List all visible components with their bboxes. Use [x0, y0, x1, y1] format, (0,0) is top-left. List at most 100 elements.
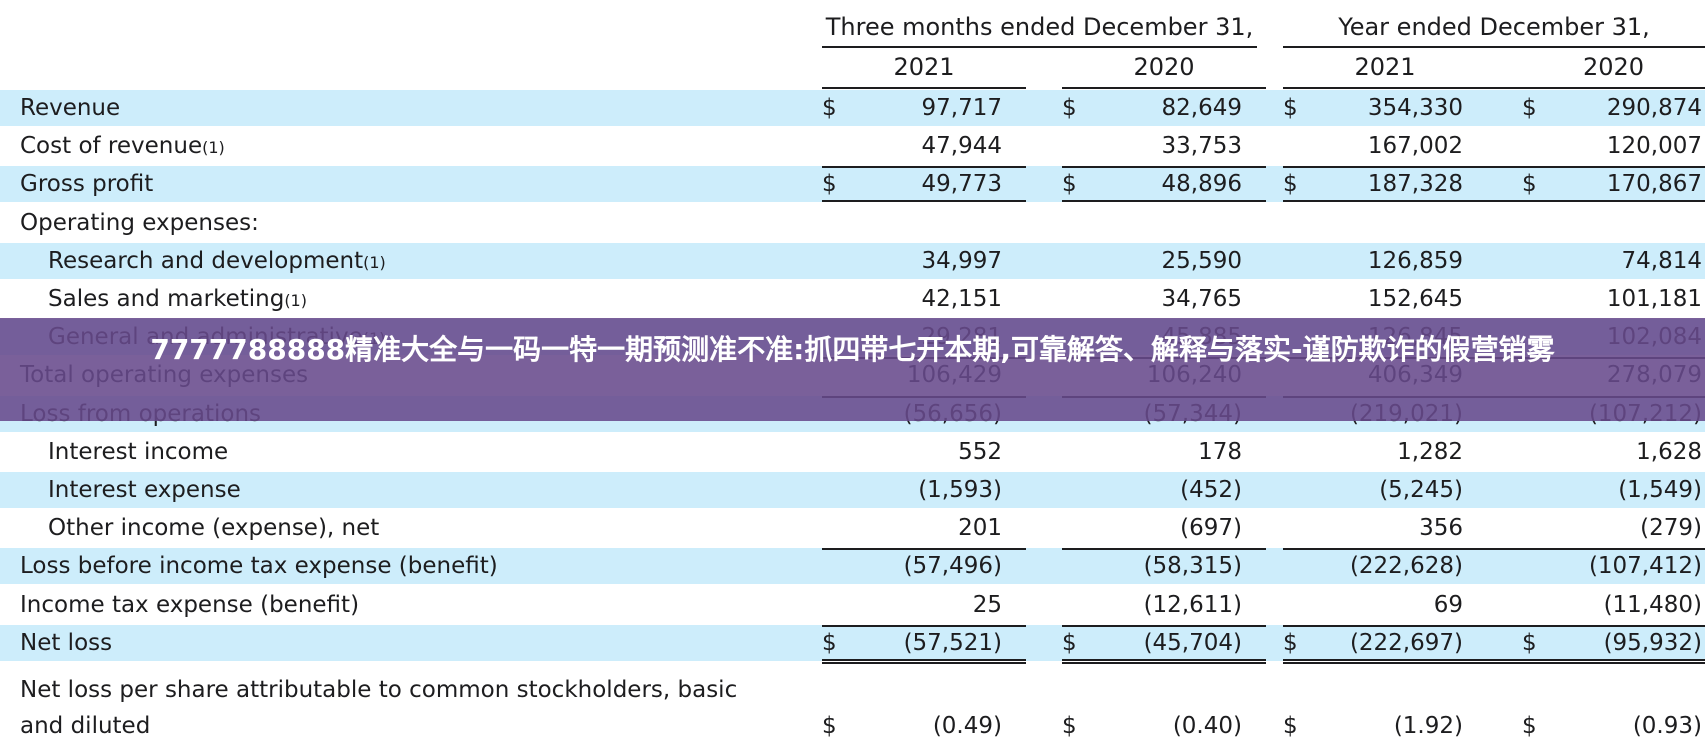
subtotal-rule — [1062, 166, 1266, 168]
year-col-2: 2020 — [1133, 53, 1195, 81]
row-value: 201 — [958, 515, 1002, 541]
table-row: Cost of revenue(1) 47,944 33,753 167,002 120… — [0, 128, 1705, 164]
total-rule — [1283, 200, 1487, 202]
row-value: 290,874 — [1606, 95, 1702, 121]
spam-banner: 7777788888精准大全与一码一特一期预测准不准:抓四带七开本期,可靠解答、… — [0, 318, 1705, 421]
header-year-ended: Year ended December 31, — [1338, 13, 1650, 41]
subtotal-rule — [1283, 625, 1487, 627]
row-value — [1090, 205, 1242, 241]
row-value: 34,997 — [921, 248, 1002, 274]
row-label-text: Net loss — [20, 630, 113, 656]
currency-symbol: $ — [1522, 171, 1537, 197]
footnote-marker: (1) — [284, 291, 307, 310]
row-label-text: Gross profit — [20, 171, 154, 197]
total-double-rule — [822, 659, 1026, 664]
row-value: (107,412) — [1588, 553, 1702, 579]
row-value: (57,496) — [903, 553, 1002, 579]
subtotal-rule — [1062, 548, 1266, 550]
eps-currency-1: $ — [822, 713, 837, 739]
spam-banner-text: 7777788888精准大全与一码一特一期预测准不准:抓四带七开本期,可靠解答、… — [150, 333, 1555, 366]
row-value: 82,649 — [1161, 95, 1242, 121]
table-row: Research and development(1) 34,997 25,590 1… — [0, 243, 1705, 279]
row-value: 47,944 — [921, 133, 1002, 159]
eps-currency-4: $ — [1522, 713, 1537, 739]
row-value: 42,151 — [921, 286, 1002, 312]
year-rule-1 — [822, 87, 1026, 89]
eps-value-2: (0.40) — [1172, 713, 1242, 739]
row-value: 1,282 — [1397, 439, 1463, 465]
row-value: (697) — [1180, 515, 1242, 541]
table-row: Sales and marketing(1) 42,151 34,765 152,64… — [0, 281, 1705, 317]
row-value: (222,628) — [1349, 553, 1463, 579]
footnote-marker: (1) — [363, 253, 386, 272]
row-value: (5,245) — [1379, 477, 1463, 503]
row-label-text: Research and development — [48, 248, 364, 274]
currency-symbol: $ — [1283, 95, 1298, 121]
row-value: (1,593) — [918, 477, 1002, 503]
currency-symbol: $ — [1522, 630, 1537, 656]
currency-symbol: $ — [822, 171, 837, 197]
row-value: (222,697) — [1349, 630, 1463, 656]
row-value: 69 — [1433, 592, 1463, 618]
total-double-rule — [1062, 659, 1266, 664]
row-label: Sales and marketing(1) — [48, 281, 307, 317]
eps-value-4: (0.93) — [1632, 713, 1702, 739]
row-value: 356 — [1419, 515, 1463, 541]
row-label: Gross profit — [20, 166, 153, 202]
row-value: 25 — [972, 592, 1002, 618]
row-label-text: Sales and marketing — [48, 286, 285, 312]
row-label: Research and development(1) — [48, 243, 386, 279]
currency-symbol: $ — [1062, 171, 1077, 197]
subtotal-rule — [1283, 166, 1487, 168]
subtotal-rule — [822, 548, 1026, 550]
row-value: 97,717 — [921, 95, 1002, 121]
year-rule-2 — [1062, 87, 1266, 89]
row-value: 167,002 — [1367, 133, 1463, 159]
table-row: Operating expenses: — [0, 205, 1705, 241]
eps-label-line1: Net loss per share attributable to commo… — [20, 677, 738, 703]
row-value: (1,549) — [1618, 477, 1702, 503]
subtotal-rule — [1283, 548, 1487, 550]
row-value: 34,765 — [1161, 286, 1242, 312]
subtotal-rule — [1062, 625, 1266, 627]
subtotal-rule — [1475, 625, 1705, 627]
row-value: 25,590 — [1161, 248, 1242, 274]
row-value: 170,867 — [1606, 171, 1702, 197]
year-rule-4 — [1475, 87, 1705, 89]
row-label-text: Revenue — [20, 95, 121, 121]
subtotal-rule — [822, 166, 1026, 168]
table-row: Interest income 552 178 1,282 1,628 — [0, 434, 1705, 470]
row-value: (45,704) — [1143, 630, 1242, 656]
row-value: (452) — [1180, 477, 1242, 503]
row-value: 126,859 — [1367, 248, 1463, 274]
row-label: Income tax expense (benefit) — [20, 587, 359, 623]
row-label: Cost of revenue(1) — [20, 128, 225, 164]
row-value: 552 — [958, 439, 1002, 465]
row-label-text: Interest expense — [48, 477, 241, 503]
row-value: 120,007 — [1606, 133, 1702, 159]
row-label: Interest expense — [48, 472, 241, 508]
eps-currency-3: $ — [1283, 713, 1298, 739]
row-value: 48,896 — [1161, 171, 1242, 197]
year-rule-3 — [1283, 87, 1487, 89]
year-col-3: 2021 — [1354, 53, 1416, 81]
total-rule — [822, 200, 1026, 202]
row-value — [1311, 205, 1463, 241]
row-label-text: Other income (expense), net — [48, 515, 380, 541]
total-rule — [1062, 200, 1266, 202]
row-value: 74,814 — [1621, 248, 1702, 274]
row-value: 101,181 — [1606, 286, 1702, 312]
row-label: Loss before income tax expense (benefit) — [20, 548, 498, 584]
row-value: (11,480) — [1603, 592, 1702, 618]
table-row: Interest expense (1,593) (452) (5,245) (1,54… — [0, 472, 1705, 508]
currency-symbol: $ — [1062, 630, 1077, 656]
eps-value-3: (1.92) — [1393, 713, 1463, 739]
row-value: 178 — [1198, 439, 1242, 465]
row-value: (58,315) — [1143, 553, 1242, 579]
row-value: 152,645 — [1367, 286, 1463, 312]
row-value: (95,932) — [1603, 630, 1702, 656]
row-value: 33,753 — [1161, 133, 1242, 159]
total-rule — [1475, 200, 1705, 202]
subtotal-rule — [822, 625, 1026, 627]
